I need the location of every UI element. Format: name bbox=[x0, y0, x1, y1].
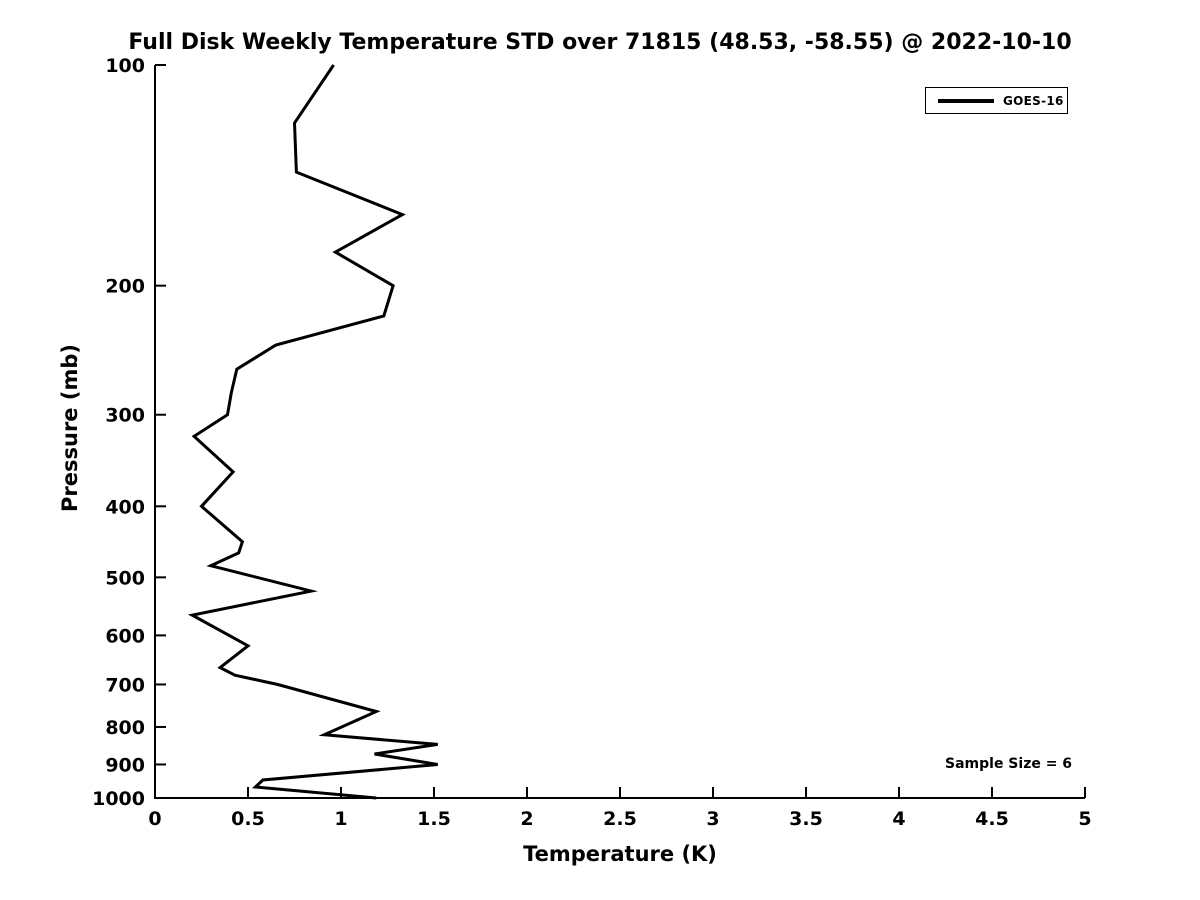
y-tick-label: 400 bbox=[105, 496, 145, 518]
x-tick-label: 4.5 bbox=[975, 808, 1009, 830]
y-tick-label: 100 bbox=[105, 55, 145, 77]
x-tick-label: 2 bbox=[520, 808, 533, 830]
x-tick-label: 1.5 bbox=[417, 808, 451, 830]
y-tick-label: 900 bbox=[105, 754, 145, 776]
x-tick-label: 1 bbox=[334, 808, 347, 830]
y-tick-label: 600 bbox=[105, 625, 145, 647]
y-tick-label: 800 bbox=[105, 717, 145, 739]
y-tick-label: 700 bbox=[105, 674, 145, 696]
x-axis-label: Temperature (K) bbox=[523, 842, 717, 866]
x-tick-label: 0 bbox=[148, 808, 161, 830]
y-tick-label: 300 bbox=[105, 405, 145, 427]
x-tick-label: 2.5 bbox=[603, 808, 637, 830]
x-tick-label: 3.5 bbox=[789, 808, 823, 830]
x-tick-label: 3 bbox=[706, 808, 719, 830]
x-tick-label: 4 bbox=[892, 808, 905, 830]
chart-title: Full Disk Weekly Temperature STD over 71… bbox=[128, 30, 1072, 55]
y-tick-label: 1000 bbox=[92, 788, 145, 810]
series-line-goes-16 bbox=[187, 64, 438, 800]
legend-label: GOES-16 bbox=[1003, 93, 1064, 108]
y-tick-label: 500 bbox=[105, 567, 145, 589]
x-tick-label: 0.5 bbox=[231, 808, 265, 830]
legend-line-swatch bbox=[938, 98, 994, 103]
y-tick-label: 200 bbox=[105, 276, 145, 298]
x-tick-label: 5 bbox=[1078, 808, 1091, 830]
y-axis-label: Pressure (mb) bbox=[58, 344, 82, 512]
legend: GOES-16 bbox=[925, 87, 1068, 114]
sample-size-annotation: Sample Size = 6 bbox=[945, 756, 1073, 772]
